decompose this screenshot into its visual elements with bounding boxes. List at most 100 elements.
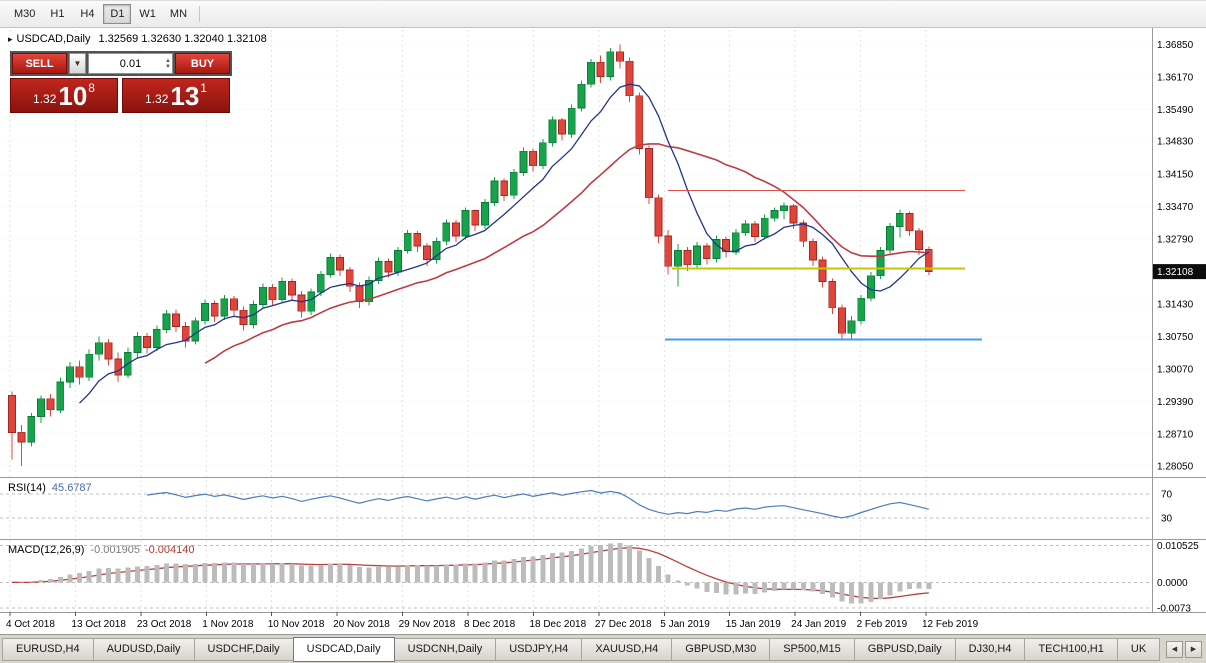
tab-usdcad-daily[interactable]: USDCAD,Daily [292,636,395,662]
price-axis-label: 1.34150 [1157,169,1194,180]
trade-prices-row: 1.32 10 8 1.32 13 1 [10,78,232,113]
ma-slow-line [204,143,929,364]
date-label: 29 Nov 2018 [399,619,456,630]
volume-input[interactable]: 0.01 ▲ ▼ [88,53,173,74]
spin-up-icon[interactable]: ▲ [165,57,171,64]
candle-body [886,225,894,251]
volume-dropdown-button[interactable]: ▼ [69,53,86,74]
candle-body [461,210,470,237]
tab-gbpusd-daily[interactable]: GBPUSD,Daily [853,637,956,661]
timeframe-h1-button[interactable]: H1 [43,4,71,24]
candle-body [133,336,142,353]
ask-big-digits: 13 [170,80,200,111]
candle-body [567,107,576,135]
timeframe-toolbar: M30 H1 H4 D1 W1 MN [0,0,1206,28]
candles-series [8,44,933,466]
date-label: 24 Jan 2019 [791,619,846,630]
date-label: 8 Dec 2018 [464,619,516,630]
tab-dj30-h4[interactable]: DJ30,H4 [954,637,1026,661]
macd-axis-label: 0.0000 [1157,578,1188,589]
candle-body [201,303,209,322]
price-axis-label: 1.31430 [1157,300,1194,311]
candle-body [422,245,431,260]
rsi-pane: 70 30 [0,490,1173,525]
candle-body [442,222,451,242]
chart-tab-bar: EURUSD,H4 AUDUSD,Daily USDCHF,Daily USDCAD,… [0,634,1206,663]
candle-body [345,269,354,287]
bid-big-digits: 10 [58,80,88,111]
spin-down-icon[interactable]: ▼ [165,63,171,70]
date-label: 2 Feb 2019 [857,619,908,630]
ask-prefix: 1.32 [145,92,169,106]
candle-body [809,240,817,261]
candle-body [374,260,383,281]
candle-body [8,395,16,433]
volume-value: 0.01 [119,57,142,70]
arrow-left-icon: ◀ [1171,645,1178,653]
time-axis-labels: 4 Oct 2018 13 Oct 2018 23 Oct 2018 1 Nov 20… [6,612,979,630]
tab-audusd-daily[interactable]: AUDUSD,Daily [92,637,195,661]
chart-grid [0,30,1152,612]
date-label: 13 Oct 2018 [71,619,126,630]
scroll-tabs-right-button[interactable]: ▶ [1185,640,1202,658]
rsi-line [147,489,929,519]
candle-body [172,313,181,327]
macd-pane-header: MACD(12,26,9) -0.001905 -0.004140 [8,544,195,556]
candle-body [152,328,161,348]
candle-body [365,280,374,303]
macd-axis-label: 0.010525 [1157,541,1199,552]
scroll-tabs-left-button[interactable]: ◀ [1166,640,1183,658]
arrow-right-icon: ▶ [1190,645,1197,653]
timeframe-d1-button[interactable]: D1 [103,4,132,24]
candle-body [606,51,615,78]
candle-body [558,119,566,135]
candle-body [191,320,200,342]
candle-body [548,119,557,144]
candle-body [46,398,55,411]
macd-main-value: -0.001905 [90,544,140,556]
volume-spinner[interactable]: ▲ ▼ [165,54,171,73]
price-axis-labels: 1.36850 1.36170 1.35490 1.34830 1.34150 1.334… [1157,40,1194,472]
timeframe-mn-button[interactable]: MN [164,4,193,24]
candle-body [616,51,624,62]
candle-body [664,235,673,267]
chart-tabs: EURUSD,H4 AUDUSD,Daily USDCHF,Daily USDCAD,… [2,635,1162,663]
tab-uk[interactable]: UK [1116,637,1161,661]
timeframe-w1-button[interactable]: W1 [133,4,162,24]
price-axis-label: 1.30070 [1157,365,1194,376]
bid-pipette: 8 [88,80,95,95]
candle-body [683,249,692,266]
candle-body [75,366,84,378]
date-label: 4 Oct 2018 [6,619,55,630]
candle-body [37,398,45,417]
candle-body [538,142,547,167]
price-axis-label: 1.32790 [1157,234,1194,245]
date-label: 27 Dec 2018 [595,619,652,630]
candle-body [297,294,306,312]
price-chart-canvas[interactable]: 1.36850 1.36170 1.35490 1.34830 1.34150 1.334… [0,28,1206,634]
macd-signal-value: -0.004140 [144,544,195,556]
candle-body [162,313,171,330]
candle-body [143,336,152,349]
candle-body [278,281,287,301]
candle-body [210,303,219,317]
bid-price-display[interactable]: 1.32 10 8 [10,78,118,113]
tab-tech100-h1[interactable]: TECH100,H1 [1024,637,1118,661]
tab-usdcnh-daily[interactable]: USDCNH,Daily [393,637,497,661]
date-label: 1 Nov 2018 [202,619,254,630]
timeframe-h4-button[interactable]: H4 [73,4,101,24]
tab-gbpusd-m30[interactable]: GBPUSD,M30 [671,637,771,661]
tab-usdchf-daily[interactable]: USDCHF,Daily [193,637,294,661]
candle-body [760,217,769,237]
buy-button[interactable]: BUY [175,53,230,74]
tab-xauusd-h4[interactable]: XAUUSD,H4 [581,637,673,661]
candle-body [432,240,441,260]
timeframe-m30-button[interactable]: M30 [8,4,41,24]
candle-body [220,298,229,317]
rsi-level-label: 30 [1161,514,1173,525]
tab-sp500-m15[interactable]: SP500,M15 [769,637,855,661]
tab-eurusd-h4[interactable]: EURUSD,H4 [2,637,94,661]
ask-price-display[interactable]: 1.32 13 1 [122,78,230,113]
sell-button[interactable]: SELL [12,53,67,74]
tab-usdjpy-h4[interactable]: USDJPY,H4 [495,637,583,661]
